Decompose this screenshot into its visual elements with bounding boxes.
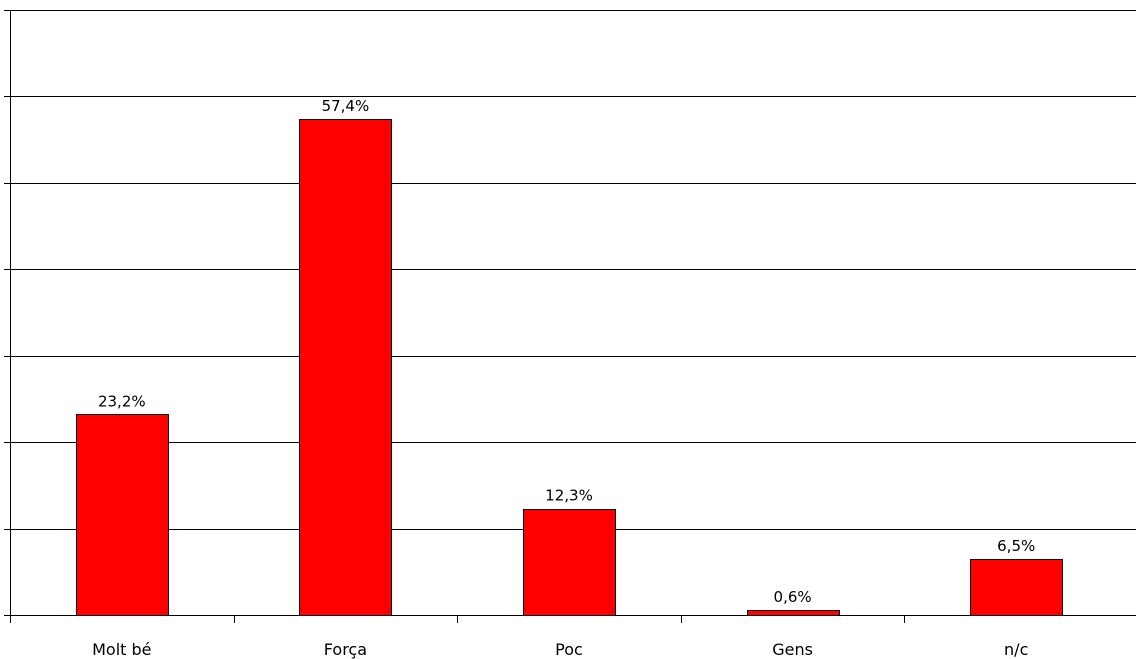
data-label: 6,5%: [997, 537, 1035, 555]
x-tick-label: Força: [324, 640, 367, 659]
data-label: 23,2%: [98, 392, 146, 410]
bar-n-c: [970, 559, 1063, 616]
data-label: 12,3%: [545, 487, 593, 505]
x-tick-label: Gens: [772, 640, 813, 659]
axes: [4, 10, 1136, 623]
bars: [76, 119, 1063, 616]
x-tick-label: Poc: [555, 640, 583, 659]
bar-gens: [747, 610, 840, 616]
data-label: 0,6%: [774, 588, 812, 606]
labels: 23,2% Molt bé 57,4% Força 12,3% Poc 0,6% Gens 6,…: [92, 97, 1035, 659]
bar-molt-b-: [76, 414, 169, 616]
bar-for-a: [299, 119, 392, 616]
x-tick-label: Molt bé: [92, 640, 151, 659]
data-label: 57,4%: [322, 97, 370, 115]
x-tick-label: n/c: [1004, 640, 1028, 659]
bar-poc: [523, 509, 616, 616]
gridlines: [10, 10, 1136, 616]
